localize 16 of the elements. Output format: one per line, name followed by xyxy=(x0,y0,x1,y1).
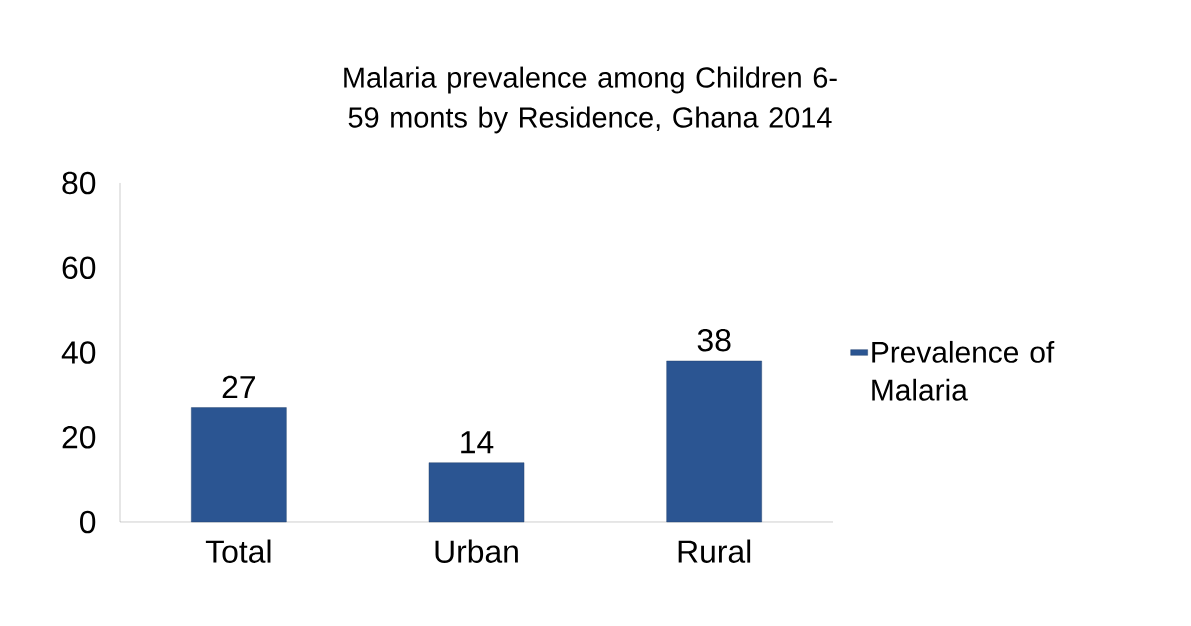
chart-title: Malaria prevalence among Children 6-59 monts by Residence, Ghana 2014 xyxy=(344,66,837,134)
y-tick-label: 40 xyxy=(61,341,96,364)
bar xyxy=(666,360,762,523)
x-tick-label: Total xyxy=(205,539,271,563)
data-label: 14 xyxy=(461,431,494,454)
data-label: 38 xyxy=(697,328,731,352)
legend-label: Prevalence of Malaria xyxy=(872,340,1055,401)
bar xyxy=(428,462,525,523)
x-tick-label: Urban xyxy=(435,539,518,563)
data-label: 27 xyxy=(222,375,255,399)
y-tick-label: 20 xyxy=(62,425,96,449)
bar xyxy=(191,407,287,523)
x-tick-label: Rural xyxy=(678,539,751,563)
y-tick-label: 0 xyxy=(80,510,96,534)
y-tick-label: 60 xyxy=(62,256,96,280)
y-tick-label: 80 xyxy=(62,171,96,195)
